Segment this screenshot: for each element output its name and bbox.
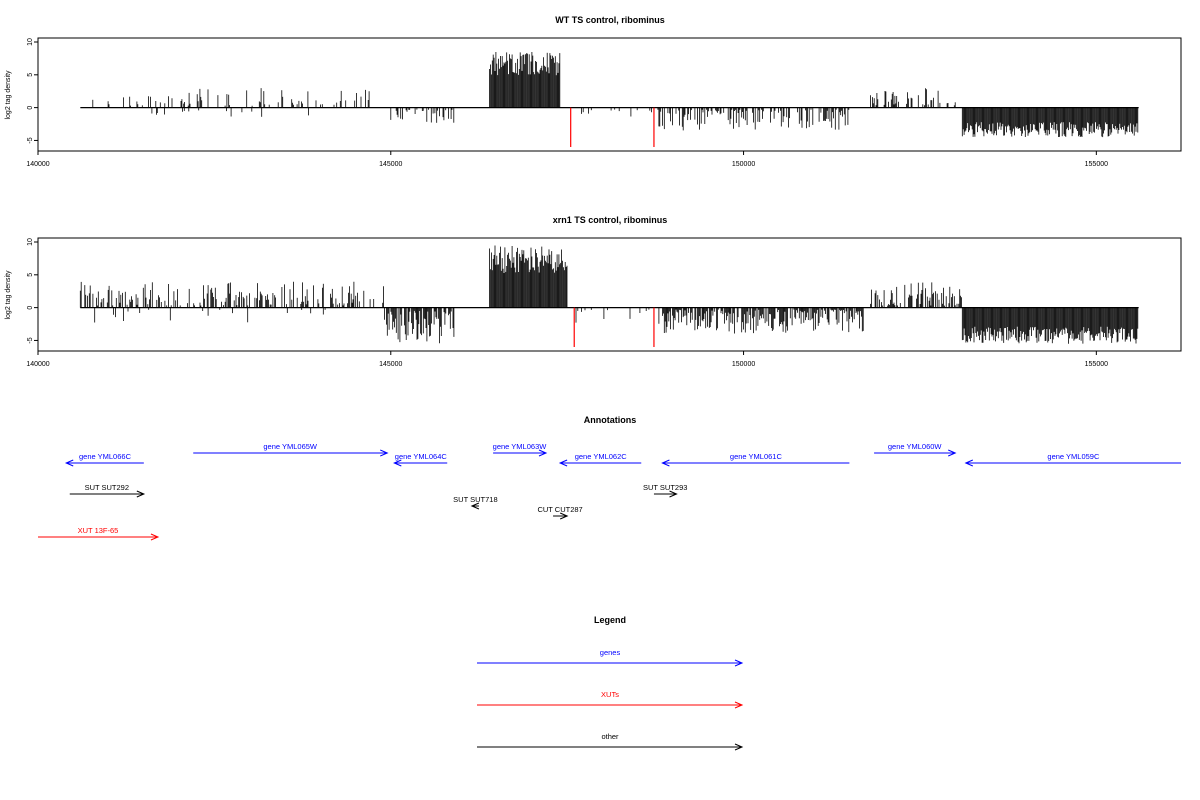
annotation-arrow-head — [559, 512, 569, 520]
y-tick-label: 10 — [27, 38, 34, 46]
legend-label: other — [601, 732, 619, 741]
x-tick-label: 145000 — [379, 361, 402, 368]
x-tick-label: 140000 — [26, 361, 49, 368]
y-tick-label: 0 — [27, 106, 34, 110]
annotation-arrows: gene YML066C gene YML065W gene YML064C gene… — [38, 442, 1181, 541]
y-tick-label: -5 — [27, 137, 34, 143]
annotation-feature: gene YML059C — [964, 452, 1181, 467]
annotation-arrow-head — [734, 659, 744, 667]
annotation-label: SUT SUT718 — [453, 495, 497, 504]
xrn1-y-axis-label: log2 tag density — [5, 270, 12, 320]
wt-coverage-panel: WT TS control, ribominus log2 tag densit… — [5, 15, 1182, 168]
legend-panel: Legend genes XUTs other — [477, 615, 744, 751]
y-tick-label: -5 — [27, 337, 34, 343]
annotation-label: SUT SUT293 — [643, 483, 687, 492]
wt-plot-frame — [37, 37, 1182, 152]
x-tick-label: 155000 — [1085, 161, 1108, 168]
annotation-arrow-head — [470, 502, 480, 510]
annotation-arrow-head — [136, 490, 146, 498]
xrn1-x-axis: 140000 145000 150000 155000 — [26, 351, 1108, 368]
annotation-feature: SUT SUT292 — [69, 483, 146, 498]
annotation-label: gene YML061C — [730, 452, 783, 461]
annotation-feature: gene YML062C — [558, 452, 642, 467]
annotation-arrow-head — [393, 459, 402, 467]
annotation-feature: gene YML063W — [493, 442, 548, 457]
x-tick-label: 150000 — [732, 361, 755, 368]
legend-label: XUTs — [601, 690, 619, 699]
x-tick-label: 145000 — [379, 161, 402, 168]
annotation-arrow-head — [734, 701, 744, 709]
annotation-label: XUT 13F-65 — [78, 526, 119, 535]
annotation-label: gene YML065W — [263, 442, 318, 451]
legend-entry: XUTs — [477, 690, 744, 709]
x-tick-label: 150000 — [732, 161, 755, 168]
xrn1-panel-title: xrn1 TS control, ribominus — [553, 215, 668, 225]
annotation-feature: SUT SUT293 — [643, 483, 687, 498]
wt-y-axis-label: log2 tag density — [5, 70, 12, 120]
legend-entry: other — [477, 732, 744, 751]
annotation-arrow-head — [661, 459, 670, 467]
y-tick-label: 0 — [27, 306, 34, 310]
annotation-arrow-head — [558, 459, 568, 467]
xrn1-y-axis: -5 0 5 10 — [27, 238, 38, 344]
annotation-arrow-head — [669, 490, 678, 498]
y-tick-label: 5 — [27, 273, 34, 277]
legend-title: Legend — [594, 615, 626, 625]
annotation-arrow-head — [538, 449, 548, 457]
annotation-feature: gene YML066C — [64, 452, 144, 467]
annotation-feature: gene YML065W — [193, 442, 389, 457]
wt-panel-title: WT TS control, ribominus — [555, 15, 665, 25]
annotation-arrow-head — [150, 533, 160, 541]
xrn1-coverage-panel: xrn1 TS control, ribominus log2 tag dens… — [5, 215, 1182, 368]
wt-x-axis: 140000 145000 150000 155000 — [26, 151, 1108, 168]
annotation-arrow-head — [734, 743, 744, 751]
y-tick-label: 5 — [27, 73, 34, 77]
annotation-feature: gene YML060W — [874, 442, 957, 457]
wt-coverage-bars — [80, 52, 1139, 147]
annotation-feature: SUT SUT718 — [453, 495, 498, 510]
annotation-feature: CUT CUT287 — [537, 505, 583, 520]
xrn1-plot-frame — [37, 237, 1182, 352]
annotation-label: SUT SUT292 — [85, 483, 129, 492]
y-tick-label: 10 — [27, 238, 34, 246]
x-tick-label: 140000 — [26, 161, 49, 168]
annotation-arrow-head — [380, 449, 389, 457]
annotation-label: CUT CUT287 — [537, 505, 582, 514]
xrn1-coverage-bars — [79, 245, 1139, 347]
annotation-feature: gene YML064C — [393, 452, 448, 467]
x-tick-label: 155000 — [1085, 361, 1108, 368]
annotation-arrow-head — [64, 459, 74, 467]
annotation-label: gene YML063W — [493, 442, 548, 451]
annotation-feature: XUT 13F-65 — [38, 526, 160, 541]
annotation-arrow-head — [964, 459, 974, 467]
annotation-label: gene YML066C — [79, 452, 132, 461]
legend-entry: genes — [477, 648, 744, 667]
annotation-feature: gene YML061C — [661, 452, 850, 467]
annotation-label: gene YML062C — [575, 452, 628, 461]
annotations-title: Annotations — [584, 415, 637, 425]
wt-y-axis: -5 0 5 10 — [27, 38, 38, 144]
annotation-label: gene YML060W — [888, 442, 943, 451]
annotation-label: gene YML059C — [1047, 452, 1100, 461]
annotation-arrow-head — [948, 449, 957, 457]
annotation-label: gene YML064C — [395, 452, 448, 461]
legend-label: genes — [600, 648, 621, 657]
legend-entries: genes XUTs other — [477, 648, 744, 751]
